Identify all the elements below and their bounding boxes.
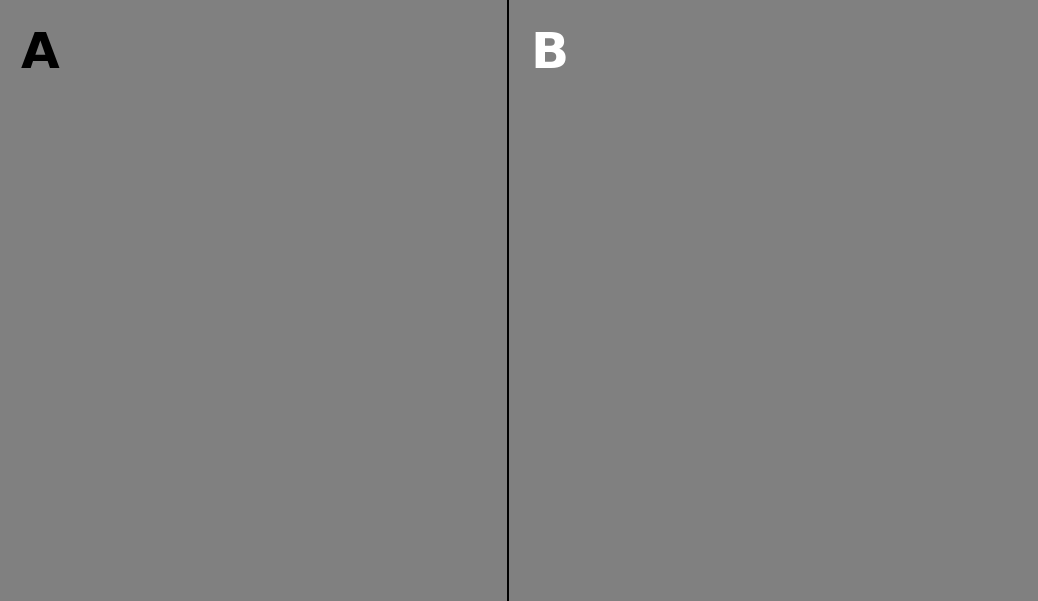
Text: B: B	[530, 30, 568, 78]
Text: A: A	[21, 30, 59, 78]
